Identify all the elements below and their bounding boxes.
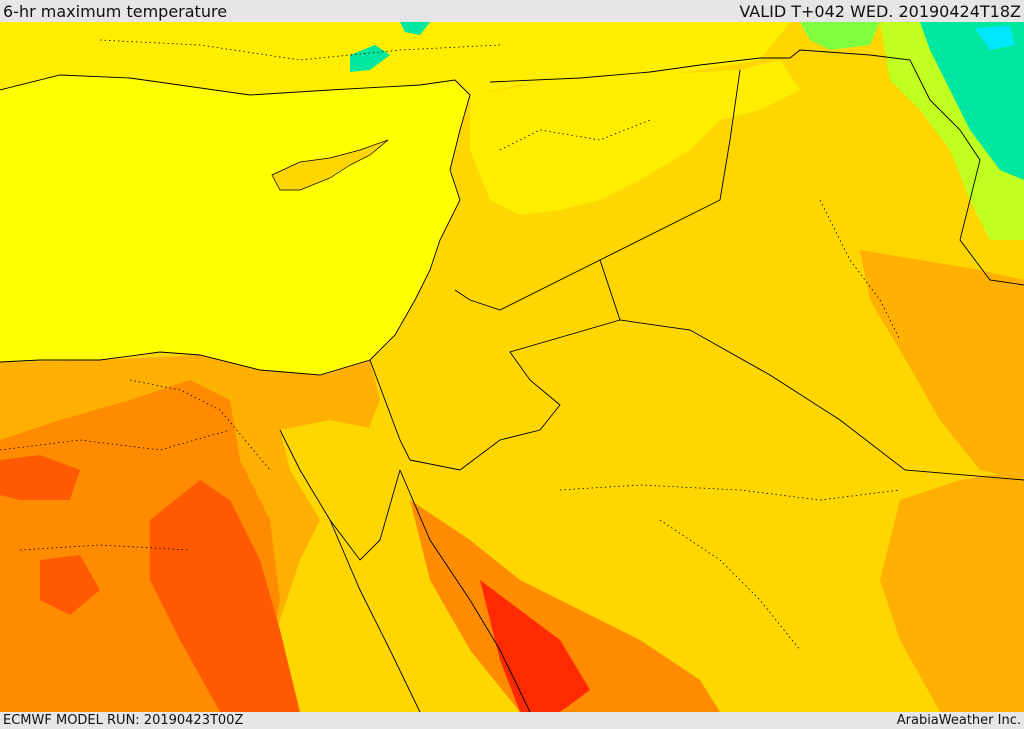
zone-gulf [880, 470, 1024, 712]
cyprus-island [271, 139, 389, 191]
zone-caucasus-green [800, 22, 880, 50]
map-header: 6-hr maximum temperature VALID T+042 WED… [0, 0, 1024, 22]
country-borders [369, 49, 1024, 481]
zone-sinai [280, 420, 400, 560]
map-svg [0, 22, 1024, 712]
admin-boundaries [0, 39, 901, 651]
map-title: 6-hr maximum temperature [3, 1, 228, 21]
coastlines [0, 74, 531, 712]
zone-ne-colder [975, 26, 1015, 50]
model-run: ECMWF MODEL RUN: 20190423T00Z [3, 713, 244, 728]
zone-nafud [560, 470, 940, 600]
credit: ArabiaWeather Inc. [896, 713, 1021, 728]
zone-red-sea [330, 530, 440, 712]
zone-hejaz-extreme [480, 580, 590, 712]
zone-turkey-green [350, 45, 390, 72]
zone-egypt-veryhot [150, 480, 300, 712]
zone-iraq-east [860, 250, 1024, 480]
map-footer: ECMWF MODEL RUN: 20190423T00Z ArabiaWeat… [0, 712, 1024, 729]
zone-mediterranean [0, 75, 470, 375]
zone-ne-cold [920, 22, 1024, 180]
zone-hejaz [410, 500, 720, 712]
temperature-map [0, 22, 1024, 712]
zone-egypt-veryhot-3 [40, 555, 100, 615]
zone-egypt-veryhot-2 [0, 455, 80, 500]
zone-turkey-green-2 [400, 22, 430, 35]
valid-time: VALID T+042 WED. 20190424T18Z [739, 1, 1021, 21]
zone-syria-north [470, 60, 800, 215]
